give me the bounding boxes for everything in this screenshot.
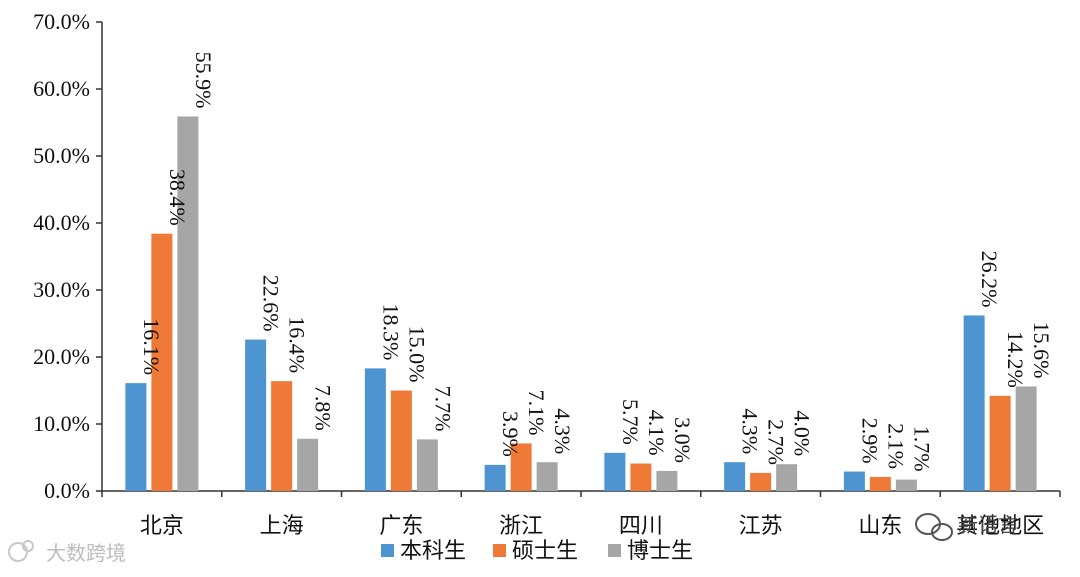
bar	[989, 395, 1011, 491]
bar	[364, 368, 386, 491]
data-label: 3.9%	[498, 411, 523, 457]
data-label: 4.3%	[550, 408, 575, 454]
bar	[177, 116, 199, 491]
x-category-label: 其他地区	[956, 514, 1044, 539]
data-label: 2.1%	[883, 423, 908, 469]
y-tick-label: 0.0%	[44, 478, 90, 503]
y-tick-label: 30.0%	[33, 277, 90, 302]
x-category-label: 江苏	[739, 514, 783, 539]
data-label: 14.2%	[1003, 331, 1028, 388]
x-axis: 北京 上海 广东 浙江 四川 江苏 山东 其他地区	[101, 490, 1061, 539]
data-label: 4.1%	[644, 410, 669, 456]
data-label: 22.6%	[259, 275, 284, 332]
x-category-label: 北京	[140, 514, 184, 539]
legend-swatch	[493, 544, 506, 557]
data-label: 15.6%	[1029, 322, 1054, 379]
bar	[750, 472, 772, 491]
y-axis: 0.0% 10.0% 20.0% 30.0% 40.0% 50.0% 60.0% 70.0%	[33, 9, 103, 503]
data-label: 7.1%	[524, 390, 549, 436]
bar	[271, 381, 293, 491]
y-tick-label: 40.0%	[33, 210, 90, 235]
y-tick-label: 70.0%	[33, 9, 90, 34]
data-label: 38.4%	[165, 169, 190, 226]
x-category-label: 浙江	[499, 514, 543, 539]
data-label: 5.7%	[618, 399, 643, 445]
data-label: 55.9%	[191, 52, 216, 109]
bar	[776, 464, 798, 491]
bar	[510, 443, 532, 491]
y-tick-label: 50.0%	[33, 143, 90, 168]
y-tick-label: 10.0%	[33, 411, 90, 436]
data-label: 18.3%	[378, 304, 403, 361]
data-label: 16.4%	[285, 316, 310, 373]
bar	[1015, 386, 1037, 491]
legend-swatch	[608, 544, 621, 557]
bar	[843, 471, 865, 491]
bar	[895, 479, 917, 491]
bar	[963, 315, 985, 491]
bar	[656, 470, 678, 491]
watermark-left-text: 大数跨境	[46, 541, 126, 565]
data-label: 4.0%	[790, 410, 815, 456]
data-label: 2.9%	[857, 418, 882, 464]
legend-label: 硕士生	[512, 539, 578, 564]
data-label: 16.1%	[139, 318, 164, 375]
data-labels: 16.1%38.4%55.9%22.6%16.4%7.8%18.3% 15.0%7…	[139, 52, 1054, 472]
legend-swatch	[381, 544, 394, 557]
data-label: 4.3%	[738, 408, 763, 454]
bar	[630, 463, 652, 491]
weibo-logo-icon	[8, 540, 34, 562]
y-tick-label: 60.0%	[33, 76, 90, 101]
legend-label: 本科生	[400, 539, 466, 564]
watermark-right-text: 新语言	[958, 513, 1018, 537]
bar	[125, 383, 147, 491]
data-label: 2.7%	[764, 419, 789, 465]
legend: 本科生 硕士生 博士生	[381, 539, 693, 564]
wechat-logo-icon	[915, 513, 953, 541]
bars	[125, 116, 1037, 491]
bar	[390, 390, 412, 491]
watermark: 大数跨境 新语言	[8, 513, 1018, 565]
bar	[604, 452, 626, 491]
bar	[151, 233, 173, 491]
x-category-label: 广东	[379, 514, 423, 539]
bar	[416, 439, 438, 491]
data-label: 15.0%	[404, 326, 429, 383]
bar	[724, 462, 746, 491]
data-label: 3.0%	[670, 417, 695, 463]
x-category-label: 四川	[619, 514, 663, 539]
data-label: 7.8%	[311, 385, 336, 431]
bar	[297, 438, 319, 491]
data-label: 1.7%	[909, 426, 934, 472]
bar	[484, 464, 506, 491]
x-category-label: 上海	[260, 514, 304, 539]
bar	[536, 462, 558, 491]
y-tick-label: 20.0%	[33, 344, 90, 369]
x-category-label: 山东	[858, 514, 902, 539]
data-label: 7.7%	[430, 386, 455, 432]
bar	[869, 476, 891, 491]
data-label: 26.2%	[977, 251, 1002, 308]
legend-label: 博士生	[627, 539, 693, 564]
bar	[245, 339, 267, 491]
